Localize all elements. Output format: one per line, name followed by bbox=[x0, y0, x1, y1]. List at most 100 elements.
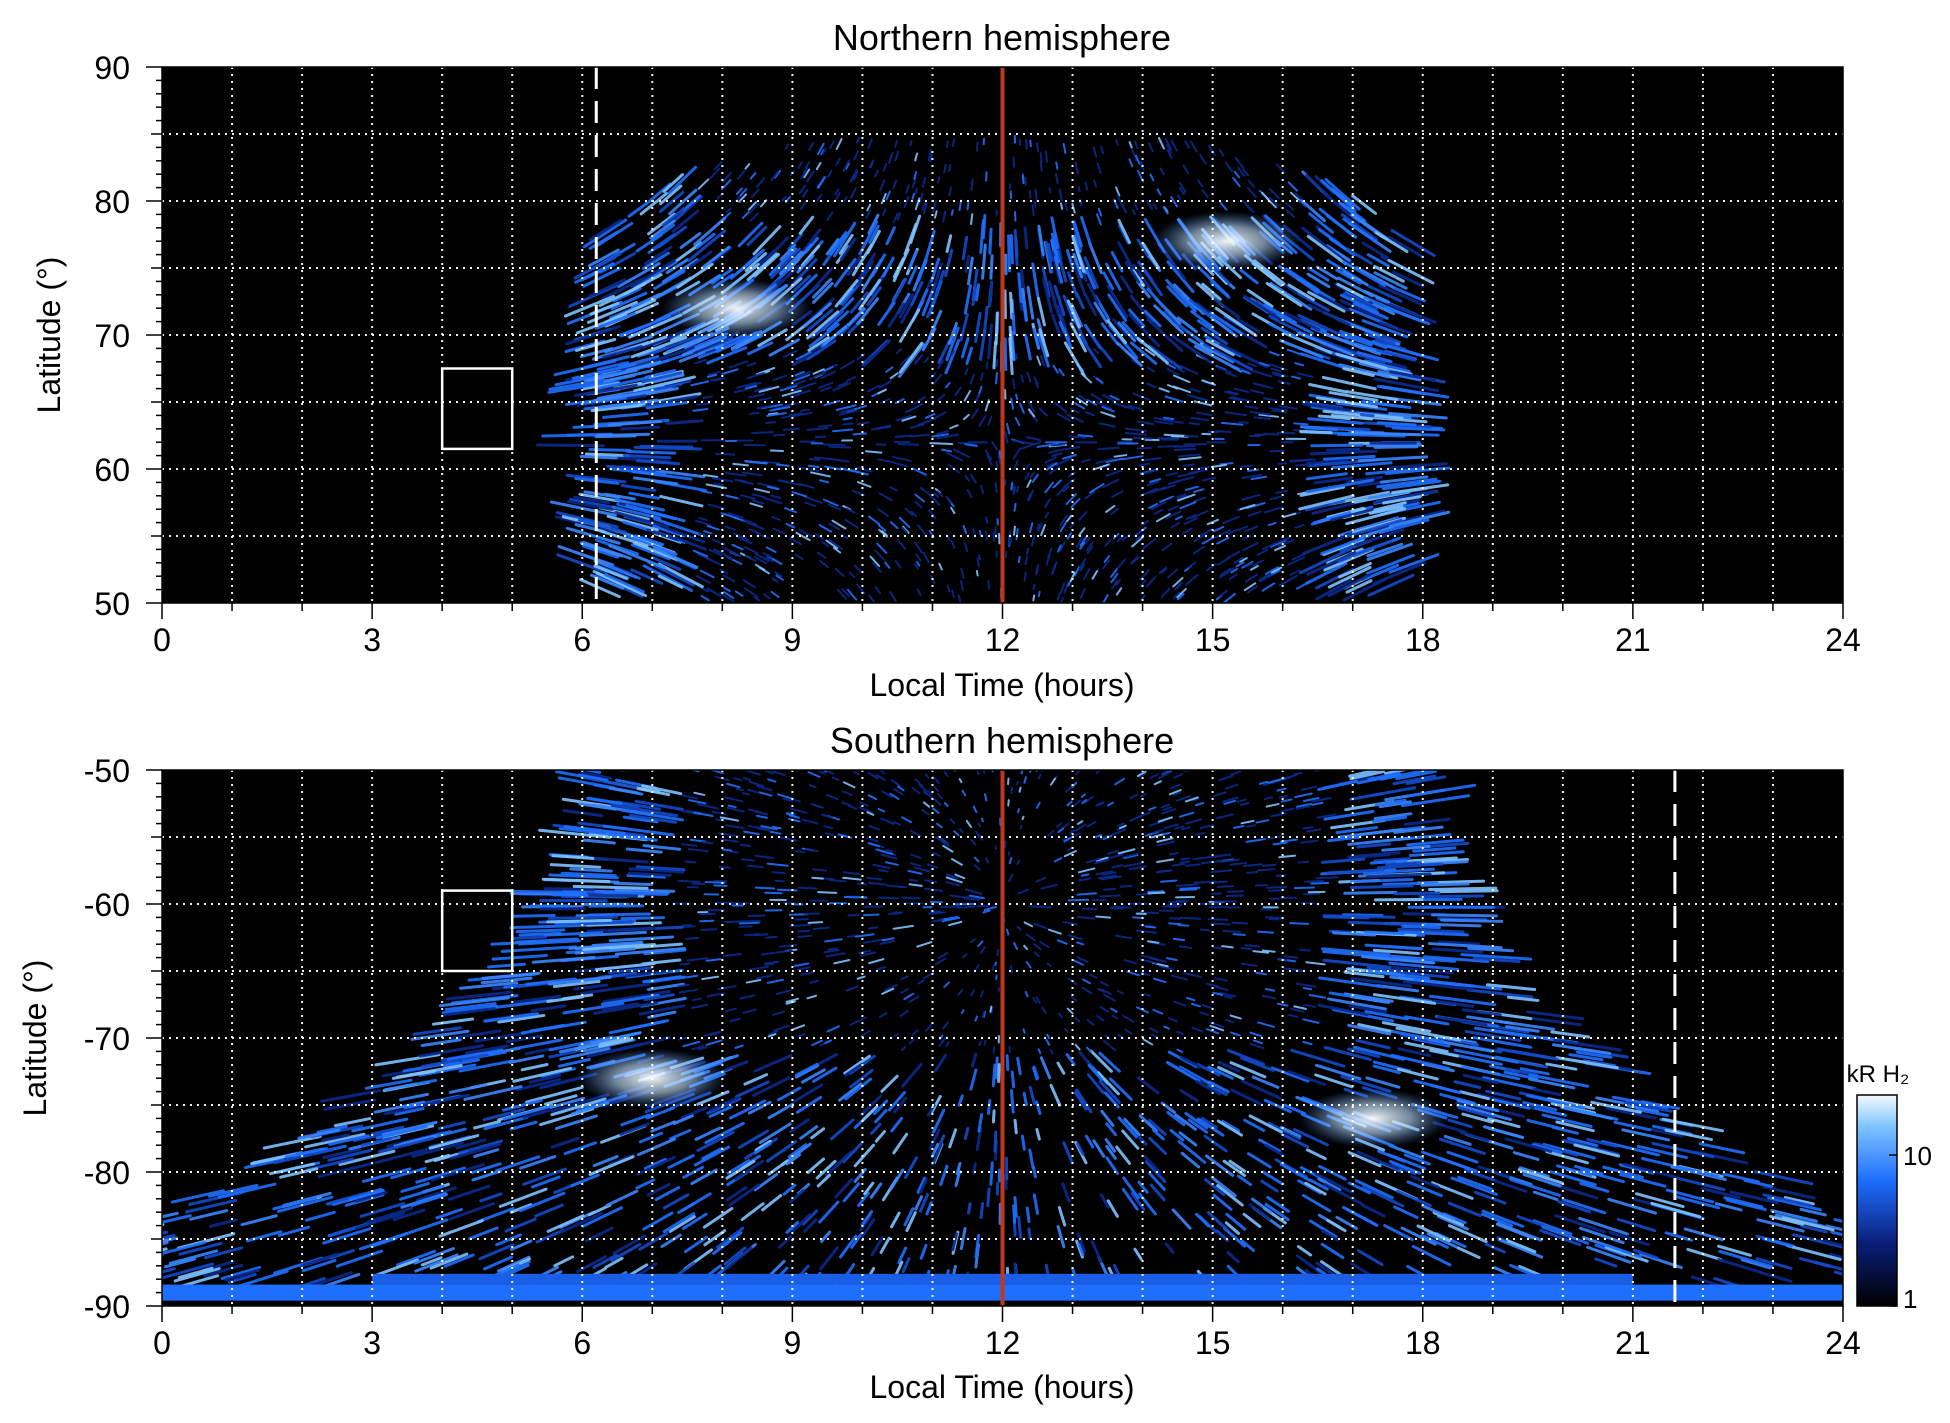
emission-streak bbox=[1161, 542, 1173, 552]
emission-streak bbox=[971, 268, 979, 302]
emission-streak bbox=[1191, 1002, 1201, 1008]
emission-streak bbox=[748, 393, 765, 399]
emission-streak bbox=[1109, 507, 1120, 516]
emission-streak bbox=[706, 587, 722, 598]
emission-streak bbox=[966, 202, 970, 211]
emission-streak bbox=[897, 443, 920, 446]
emission-streak bbox=[1160, 803, 1171, 809]
emission-streak bbox=[765, 935, 778, 939]
emission-streak bbox=[653, 546, 699, 569]
emission-streak bbox=[1450, 1176, 1498, 1196]
emission-streak bbox=[1459, 1130, 1490, 1142]
emission-streak bbox=[1701, 1187, 1741, 1200]
emission-streak bbox=[1115, 579, 1121, 586]
emission-streak bbox=[1550, 1101, 1597, 1115]
emission-streak bbox=[1378, 800, 1413, 809]
emission-streak bbox=[1050, 216, 1060, 250]
emission-streak bbox=[1447, 1201, 1482, 1218]
emission-streak bbox=[1080, 215, 1092, 247]
emission-streak bbox=[1383, 1224, 1414, 1242]
emission-streak bbox=[824, 1153, 849, 1177]
emission-streak bbox=[818, 524, 833, 533]
emission-streak bbox=[913, 171, 918, 180]
y-tick-label: -50 bbox=[84, 753, 130, 789]
emission-streak bbox=[796, 934, 813, 939]
emission-streak bbox=[1258, 1138, 1282, 1153]
emission-streak bbox=[1191, 1026, 1204, 1033]
reference-box bbox=[440, 889, 514, 973]
emission-streak bbox=[911, 786, 921, 795]
emission-streak bbox=[724, 1246, 753, 1271]
emission-streak bbox=[1072, 959, 1084, 966]
emission-streak bbox=[1376, 421, 1417, 427]
emission-streak bbox=[749, 202, 760, 214]
emission-streak bbox=[1225, 371, 1238, 378]
emission-streak bbox=[1551, 1125, 1579, 1135]
emission-streak bbox=[862, 339, 892, 368]
emission-streak bbox=[1526, 1094, 1586, 1110]
emission-streak bbox=[1081, 458, 1091, 463]
emission-streak bbox=[1551, 1043, 1612, 1055]
emission-streak bbox=[1033, 951, 1040, 958]
x-tick-label: 21 bbox=[1615, 622, 1651, 658]
emission-streak bbox=[535, 1228, 565, 1244]
bright-spot bbox=[1151, 211, 1302, 272]
emission-streak bbox=[504, 1217, 537, 1233]
emission-streak bbox=[1270, 1066, 1310, 1083]
emission-streak bbox=[1718, 1249, 1774, 1269]
emission-streak bbox=[989, 1161, 994, 1186]
emission-streak bbox=[1028, 1148, 1035, 1170]
emission-streak bbox=[637, 1137, 677, 1157]
emission-streak bbox=[481, 971, 541, 980]
emission-streak bbox=[1057, 1205, 1067, 1227]
emission-streak bbox=[754, 886, 776, 890]
emission-streak bbox=[1650, 1201, 1702, 1219]
emission-streak bbox=[593, 1001, 658, 1015]
emission-streak bbox=[1460, 953, 1533, 961]
emission-streak bbox=[807, 771, 821, 778]
emission-streak bbox=[1222, 1159, 1247, 1178]
emission-streak bbox=[1305, 478, 1375, 494]
emission-streak bbox=[1198, 528, 1213, 537]
emission-streak bbox=[801, 1209, 819, 1226]
emission-streak bbox=[304, 1210, 336, 1222]
south-y-axis-label: Latitude (°) bbox=[17, 960, 53, 1117]
emission-streak bbox=[756, 405, 770, 410]
emission-streak bbox=[1148, 1136, 1168, 1155]
emission-streak bbox=[901, 1257, 911, 1274]
emission-streak bbox=[1174, 584, 1182, 591]
emission-streak bbox=[1128, 313, 1161, 348]
emission-streak bbox=[745, 521, 765, 531]
emission-streak bbox=[1047, 830, 1055, 837]
emission-streak bbox=[743, 830, 760, 836]
emission-streak bbox=[1032, 327, 1041, 349]
emission-streak bbox=[832, 382, 852, 392]
emission-streak bbox=[1126, 970, 1140, 977]
emission-streak bbox=[1102, 271, 1115, 291]
emission-streak bbox=[1219, 567, 1232, 577]
emission-streak bbox=[593, 564, 628, 580]
emission-streak bbox=[1183, 517, 1198, 526]
emission-streak bbox=[162, 1262, 215, 1280]
emission-streak bbox=[842, 876, 862, 881]
emission-streak bbox=[550, 1101, 584, 1113]
emission-streak bbox=[1247, 585, 1259, 594]
emission-streak bbox=[870, 425, 891, 431]
emission-streak bbox=[677, 1202, 696, 1215]
emission-streak bbox=[979, 372, 984, 381]
emission-streak bbox=[558, 1042, 600, 1054]
x-tick-label: 3 bbox=[363, 622, 381, 658]
emission-streak bbox=[1179, 886, 1201, 890]
emission-streak bbox=[1013, 1196, 1018, 1218]
emission-streak bbox=[1014, 416, 1021, 427]
emission-streak bbox=[830, 1118, 855, 1141]
emission-streak bbox=[982, 909, 991, 914]
emission-streak bbox=[781, 389, 802, 397]
emission-streak bbox=[871, 253, 887, 277]
emission-streak bbox=[895, 348, 902, 355]
emission-streak bbox=[856, 481, 872, 488]
emission-streak bbox=[1105, 457, 1124, 464]
emission-streak bbox=[1046, 462, 1055, 468]
emission-streak bbox=[722, 591, 735, 599]
emission-streak bbox=[1172, 576, 1184, 588]
